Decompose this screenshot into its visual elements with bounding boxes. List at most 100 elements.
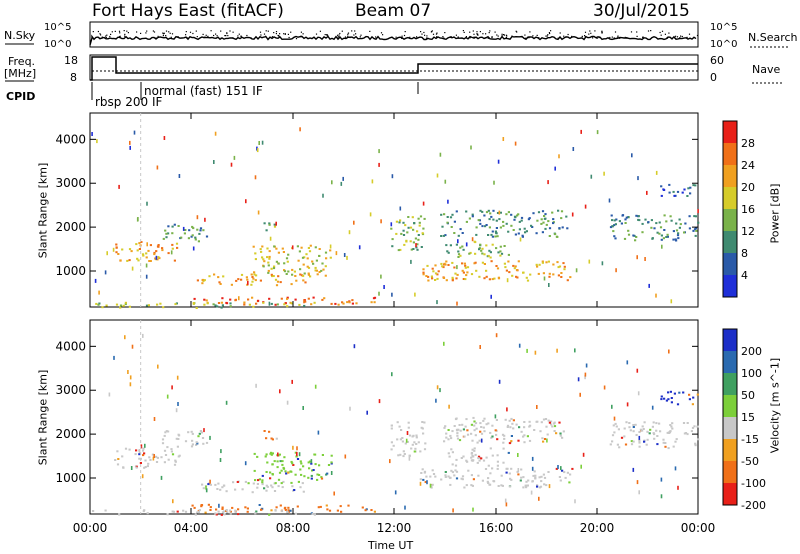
nsky-point — [250, 37, 252, 39]
echo-scatter — [443, 341, 445, 346]
echo-cell — [462, 455, 465, 458]
echo-cell — [407, 226, 410, 229]
echo-cell — [541, 261, 544, 264]
echo-scatter — [203, 428, 205, 433]
echo-cell — [313, 301, 316, 304]
echo-cell — [693, 215, 696, 218]
echo-cell — [285, 257, 289, 260]
echo-cell — [454, 418, 458, 421]
echo-cell — [688, 398, 691, 401]
echo-scatter — [548, 283, 550, 287]
echo-cell — [135, 449, 138, 452]
echo-cell — [523, 421, 526, 423]
echo-cell — [423, 448, 427, 451]
echo-cell — [262, 301, 265, 304]
echo-cell — [496, 464, 499, 467]
echo-cell — [138, 248, 141, 250]
nsky-point — [444, 32, 446, 34]
echo-cell — [683, 188, 686, 191]
nsky-point — [436, 36, 438, 38]
echo-cell — [391, 245, 394, 248]
echo-cell — [542, 221, 545, 224]
echo-cell — [561, 226, 564, 229]
echo-scatter — [648, 283, 650, 288]
nsky-point — [465, 36, 467, 38]
echo-cell — [490, 215, 493, 218]
echo-cell — [234, 509, 237, 512]
echo-cell — [291, 485, 294, 488]
echo-scatter — [124, 335, 126, 340]
echo-cell — [451, 261, 454, 264]
nsky-point — [353, 34, 355, 36]
echo-scatter — [152, 456, 155, 461]
echo-cell — [409, 226, 413, 229]
nsky-point — [421, 33, 423, 35]
echo-cell — [251, 491, 254, 494]
echo-scatter — [141, 474, 144, 479]
echo-cell — [391, 238, 394, 241]
echo-cell — [187, 431, 190, 434]
echo-cell — [98, 302, 101, 305]
echo-cell — [176, 246, 179, 249]
nsky-point — [300, 35, 302, 37]
echo-cell — [299, 273, 302, 276]
echo-cell — [502, 461, 505, 464]
echo-cell — [610, 214, 613, 217]
echo-cell — [313, 513, 316, 516]
echo-cell — [444, 476, 447, 478]
nsky-point — [153, 31, 156, 33]
echo-cell — [422, 478, 425, 481]
echo-cell — [504, 266, 507, 269]
echo-cell — [544, 227, 547, 230]
echo-cell — [471, 459, 474, 462]
echo-scatter — [131, 266, 134, 271]
nsky-point — [479, 31, 481, 33]
nsky-point — [650, 30, 652, 32]
echo-scatter — [436, 385, 439, 390]
nsky-point — [501, 33, 503, 35]
echo-cell — [625, 216, 628, 219]
echo-cell — [142, 447, 145, 450]
echo-cell — [544, 217, 547, 220]
echo-cell — [173, 259, 176, 262]
echo-cell — [147, 304, 150, 307]
echo-cell — [510, 213, 513, 216]
echo-cell — [163, 434, 166, 437]
echo-cell — [618, 446, 621, 449]
echo-cell — [271, 438, 274, 441]
echo-scatter — [296, 451, 298, 456]
echo-cell — [284, 509, 287, 511]
echo-cell — [620, 222, 623, 225]
echo-cell — [568, 481, 571, 484]
echo-scatter — [626, 360, 629, 365]
nsky-point — [584, 35, 586, 37]
nsky-point — [104, 37, 106, 39]
echo-cell — [302, 465, 305, 468]
echo-cell — [457, 256, 460, 258]
echo-cell — [646, 438, 649, 441]
echo-scatter — [112, 247, 115, 252]
x-tick-label: 04:00 — [174, 521, 209, 535]
echo-cell — [451, 430, 454, 433]
echo-cell — [672, 238, 675, 241]
echo-cell — [609, 443, 612, 446]
nsky-point — [162, 32, 164, 34]
echo-cell — [307, 476, 310, 479]
echo-cell — [512, 229, 515, 231]
nsky-point — [265, 35, 267, 37]
echo-cell — [436, 277, 439, 280]
echo-scatter — [457, 239, 459, 244]
echo-cell — [145, 252, 148, 255]
echo-cell — [666, 233, 669, 236]
echo-scatter — [590, 174, 593, 179]
echo-cell — [516, 214, 519, 217]
echo-cell — [566, 279, 569, 282]
echo-cell — [671, 422, 674, 425]
nsky-point — [501, 35, 503, 37]
echo-cell — [678, 226, 681, 229]
echo-scatter — [389, 459, 391, 464]
echo-cell — [675, 438, 678, 441]
echo-cell — [697, 221, 700, 224]
echo-cell — [656, 443, 659, 446]
echo-scatter — [419, 481, 422, 486]
